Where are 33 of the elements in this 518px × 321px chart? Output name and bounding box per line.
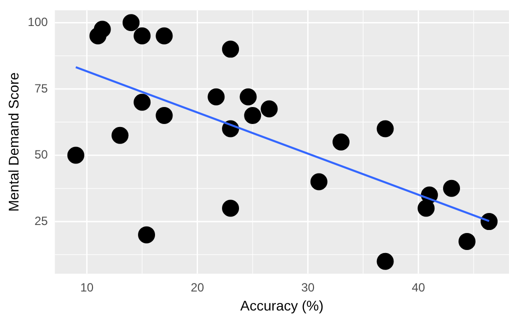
point [134, 94, 151, 111]
point [443, 180, 460, 197]
x-axis-title: Accuracy (%) [240, 297, 324, 314]
y-axis-title: Mental Demand Score [5, 72, 22, 212]
y-tick-label: 25 [34, 214, 48, 228]
point [310, 173, 328, 190]
point [458, 232, 476, 250]
x-tick-label: 20 [190, 280, 204, 294]
point [67, 146, 84, 164]
x-tick-label: 10 [80, 280, 94, 294]
y-tick-label: 50 [34, 148, 48, 162]
point [156, 106, 173, 124]
point [240, 88, 257, 106]
point [122, 14, 140, 32]
y-tick-label: 75 [34, 81, 48, 96]
point [208, 88, 225, 106]
point [244, 106, 262, 124]
x-tick-label: 40 [412, 280, 426, 294]
point [222, 200, 240, 217]
point [94, 20, 111, 38]
point [156, 27, 173, 44]
point [480, 213, 498, 230]
point [260, 100, 278, 118]
point [138, 226, 156, 244]
x-tick-label: 30 [301, 280, 315, 294]
point [332, 134, 350, 150]
point [112, 126, 129, 144]
point [222, 40, 240, 58]
y-tick-label: 100 [28, 14, 48, 29]
point [376, 252, 394, 270]
point [418, 200, 435, 217]
point [376, 120, 394, 138]
point [134, 27, 151, 44]
